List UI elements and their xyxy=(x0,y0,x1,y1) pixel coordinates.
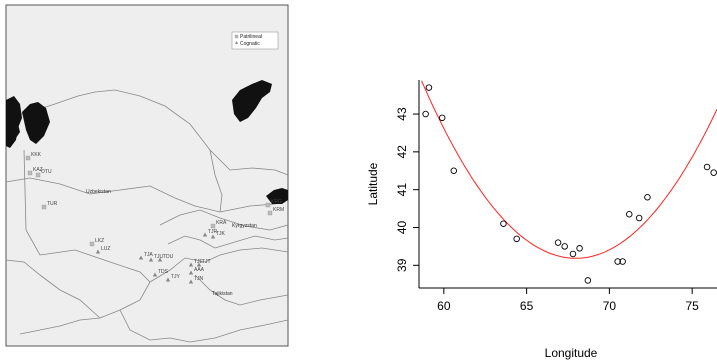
x-tick-label: 60 xyxy=(437,299,451,313)
y-tick-label: 39 xyxy=(395,258,409,272)
patrilineal-marker xyxy=(27,170,33,176)
region-label: Kyrgyzstan xyxy=(232,223,257,229)
scatter-point xyxy=(710,169,717,176)
population-label: TJE xyxy=(194,259,204,265)
water-bodies xyxy=(6,80,288,204)
population-label: TJK xyxy=(216,231,226,237)
region-labels: Uzbekistan Kyrgyzstan Tajikistan xyxy=(86,189,257,297)
cognatic-marker xyxy=(202,232,208,237)
legend-marker-cognatic xyxy=(235,41,238,44)
y-axis-ticks: 39 40 41 42 43 xyxy=(395,107,419,272)
data-points xyxy=(422,84,717,284)
map-legend: Patrilineal Cognatic xyxy=(231,31,279,50)
population-label: KAZ xyxy=(33,167,43,173)
caspian-sea xyxy=(6,96,22,148)
scatter-point xyxy=(569,250,577,258)
scatter-point xyxy=(554,239,562,246)
aral-sea xyxy=(22,102,50,144)
y-tick-label: 42 xyxy=(395,145,409,159)
quadratic-fit-curve xyxy=(421,80,717,259)
scatter-point xyxy=(576,245,583,252)
scatter-point xyxy=(500,220,507,227)
scatter-point xyxy=(703,163,711,171)
map-frame xyxy=(5,4,289,347)
patrilineal-marker xyxy=(35,172,41,178)
y-tick-label: 41 xyxy=(395,183,409,197)
scatter-point xyxy=(635,214,643,222)
region-label: Uzbekistan xyxy=(86,189,111,195)
population-label: KRA xyxy=(216,220,227,226)
patrilineal-marker xyxy=(25,155,31,161)
legend-box xyxy=(231,31,279,50)
population-label: TJR xyxy=(208,229,218,235)
patrilineal-marker xyxy=(265,202,271,208)
population-label: TJU xyxy=(154,254,164,260)
population-label: LUZ xyxy=(101,246,110,252)
population-label: AAA xyxy=(194,267,205,273)
scatter-point xyxy=(450,167,458,175)
map-panel: Patrilineal Cognatic Uzbekistan Kyrgyzst… xyxy=(5,4,289,347)
scatter-point xyxy=(438,114,446,122)
population-label: TJY xyxy=(171,274,181,280)
cognatic-marker xyxy=(165,277,171,282)
cognatic-marker xyxy=(148,257,154,262)
population-label: LKZ xyxy=(95,238,104,244)
cognatic-marker xyxy=(188,262,194,267)
population-label: TJT xyxy=(202,259,211,265)
patrilineal-marker xyxy=(89,241,95,247)
legend-label-cognatic: Cognatic xyxy=(240,41,260,47)
patrilineal-marker xyxy=(210,223,216,229)
x-axis-ticks: 60 65 70 75 xyxy=(437,288,699,313)
x-tick-label: 65 xyxy=(520,299,534,313)
scatter-point xyxy=(422,110,429,118)
scatter-point xyxy=(614,258,621,265)
y-axis-label: Latitude xyxy=(366,162,380,205)
scatter-point xyxy=(644,193,651,201)
scatter-point xyxy=(619,258,626,265)
population-label: KKK xyxy=(31,152,42,158)
cognatic-marker xyxy=(138,255,144,260)
lake-balkhash xyxy=(232,80,272,122)
patrilineal-marker xyxy=(41,204,47,210)
scatter-point xyxy=(425,84,433,91)
population-label: KRG xyxy=(271,199,282,205)
legend-marker-patrilineal xyxy=(234,34,239,39)
plot-area xyxy=(418,80,717,289)
country-borders xyxy=(5,89,289,343)
cognatic-marker xyxy=(95,249,101,254)
cognatic-marker xyxy=(196,262,202,267)
scatter-point xyxy=(513,235,520,243)
population-label: TJA xyxy=(144,252,154,258)
y-tick-label: 43 xyxy=(395,107,409,121)
x-tick-label: 70 xyxy=(603,299,617,313)
region-label: Tajikistan xyxy=(212,291,233,297)
legend-label-patrilineal: Patrilineal xyxy=(240,34,262,40)
scatter-panel: 60 65 70 75 39 40 41 42 43 Longitude Latitude xyxy=(366,80,717,360)
cognatic-marker xyxy=(210,234,216,239)
patrilineal-marker xyxy=(267,210,273,216)
population-label: TJN xyxy=(194,276,204,282)
cognatic-marker xyxy=(157,257,163,262)
scatter-point xyxy=(561,243,568,250)
population-label: OTU xyxy=(41,169,52,175)
cognatic-marker xyxy=(152,272,158,277)
scatter-point xyxy=(584,277,592,284)
x-tick-label: 75 xyxy=(685,299,699,313)
sarez-lake xyxy=(14,124,20,138)
population-label: TDU xyxy=(163,254,174,260)
y-tick-label: 40 xyxy=(395,220,409,234)
population-label: TUR xyxy=(47,201,58,207)
population-label: TDS xyxy=(158,269,169,275)
issyk-kul xyxy=(266,188,288,204)
scatter-point xyxy=(626,211,633,218)
cognatic-marker xyxy=(188,270,194,275)
population-label: KRM xyxy=(273,207,284,213)
cognatic-marker xyxy=(188,279,194,284)
x-axis-label: Longitude xyxy=(545,346,598,360)
